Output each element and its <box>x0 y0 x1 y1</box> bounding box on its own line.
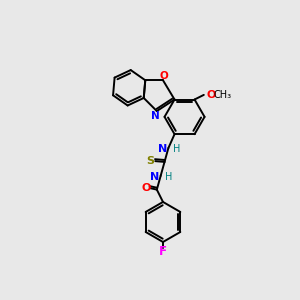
Text: S: S <box>147 156 155 166</box>
Text: N: N <box>158 144 167 154</box>
Text: N: N <box>151 111 160 121</box>
Text: H: H <box>165 172 173 182</box>
Text: O: O <box>141 183 151 193</box>
Text: F: F <box>159 245 167 258</box>
Text: H: H <box>173 144 180 154</box>
Text: O: O <box>207 90 216 100</box>
Text: CH₃: CH₃ <box>213 90 231 100</box>
Text: O: O <box>159 70 168 81</box>
Text: N: N <box>150 172 159 182</box>
